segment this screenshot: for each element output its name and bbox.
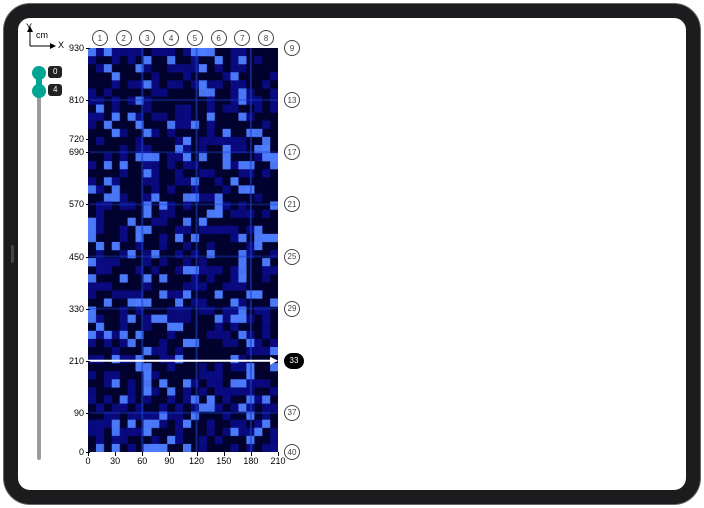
x-tick-label: 120 [189, 456, 204, 466]
y-tick-mark [86, 48, 90, 49]
slider-track[interactable] [37, 90, 41, 460]
right-marker-column: 91317212529333740 [284, 48, 308, 452]
right-marker-9[interactable]: 9 [284, 40, 300, 56]
y-tick-mark [86, 100, 90, 101]
y-tick-mark [86, 257, 90, 258]
x-tick-mark [142, 452, 143, 456]
y-tick-label: 690 [69, 147, 84, 157]
x-tick-label: 30 [110, 456, 120, 466]
y-tick-label: 720 [69, 134, 84, 144]
slider-knob-bottom[interactable] [32, 84, 46, 98]
x-tick-mark [251, 452, 252, 456]
top-marker-2[interactable]: 2 [116, 30, 132, 46]
x-axis-ticks: 0306090120150180210 [88, 454, 278, 468]
top-marker-7[interactable]: 7 [234, 30, 250, 46]
screen: Y X cm 0 4 12345678 09021033045057069072… [18, 18, 686, 490]
depth-slider[interactable]: 0 4 [26, 64, 62, 464]
x-tick-mark [169, 452, 170, 456]
top-marker-row: 12345678 [88, 30, 278, 46]
y-tick-label: 0 [79, 447, 84, 457]
x-tick-label: 60 [137, 456, 147, 466]
x-tick-mark [197, 452, 198, 456]
tablet-fold-mark [11, 245, 14, 263]
x-tick-mark [88, 452, 89, 456]
right-marker-21[interactable]: 21 [284, 196, 300, 212]
x-tick-label: 180 [243, 456, 258, 466]
right-marker-13[interactable]: 13 [284, 92, 300, 108]
y-axis-ticks: 090210330450570690720810930 [58, 48, 86, 452]
top-marker-3[interactable]: 3 [139, 30, 155, 46]
y-tick-mark [86, 139, 90, 140]
y-tick-label: 810 [69, 95, 84, 105]
y-tick-mark [86, 152, 90, 153]
right-marker-33[interactable]: 33 [284, 353, 304, 369]
y-tick-label: 90 [74, 408, 84, 418]
axis-unit-label: cm [36, 30, 48, 40]
top-marker-4[interactable]: 4 [163, 30, 179, 46]
top-marker-6[interactable]: 6 [211, 30, 227, 46]
heatmap-canvas[interactable] [88, 48, 278, 452]
x-tick-label: 150 [216, 456, 231, 466]
y-tick-label: 930 [69, 43, 84, 53]
right-marker-40[interactable]: 40 [284, 444, 300, 460]
y-tick-label: 450 [69, 252, 84, 262]
x-tick-label: 0 [85, 456, 90, 466]
y-tick-mark [86, 361, 90, 362]
tablet-frame: Y X cm 0 4 12345678 09021033045057069072… [4, 4, 700, 504]
axis-y-label: Y [26, 22, 32, 32]
x-tick-mark [278, 452, 279, 456]
y-tick-label: 210 [69, 356, 84, 366]
x-tick-label: 210 [270, 456, 285, 466]
right-marker-29[interactable]: 29 [284, 301, 300, 317]
x-tick-mark [224, 452, 225, 456]
right-marker-25[interactable]: 25 [284, 249, 300, 265]
y-tick-mark [86, 309, 90, 310]
slider-knob-top[interactable] [32, 66, 46, 80]
right-marker-37[interactable]: 37 [284, 405, 300, 421]
x-tick-label: 90 [164, 456, 174, 466]
y-tick-label: 330 [69, 304, 84, 314]
top-marker-1[interactable]: 1 [92, 30, 108, 46]
y-tick-mark [86, 204, 90, 205]
y-tick-label: 570 [69, 199, 84, 209]
top-marker-5[interactable]: 5 [187, 30, 203, 46]
right-marker-17[interactable]: 17 [284, 144, 300, 160]
y-tick-mark [86, 413, 90, 414]
heatmap-plot[interactable]: 090210330450570690720810930 030609012015… [88, 48, 278, 452]
top-marker-8[interactable]: 8 [258, 30, 274, 46]
x-tick-mark [115, 452, 116, 456]
